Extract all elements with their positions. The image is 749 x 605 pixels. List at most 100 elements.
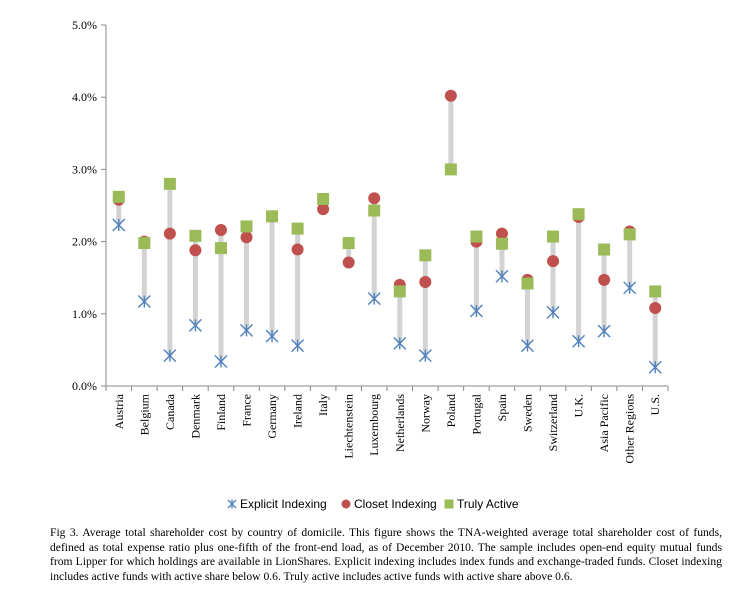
range-line (422, 255, 428, 356)
data-markers (112, 89, 662, 374)
range-line (499, 233, 505, 277)
closet-indexing-point (495, 227, 508, 240)
closet-indexing-point (214, 224, 227, 237)
explicit-indexing-point (418, 349, 432, 363)
category-label: Liechtenstein (342, 394, 356, 459)
explicit-indexing-point (367, 292, 381, 306)
range-line (448, 95, 454, 170)
legend-item: Truly Active (444, 497, 519, 511)
category-label: U.K. (572, 394, 586, 417)
truly-active-point (163, 177, 176, 190)
range-line (371, 198, 377, 299)
closet-indexing-point (291, 243, 304, 256)
truly-active-point (521, 277, 534, 290)
category-label: Other Regions (623, 394, 637, 464)
truly-active-point (419, 249, 432, 262)
explicit-indexing-point (188, 318, 202, 332)
category-label: Denmark (188, 394, 202, 439)
truly-active-point (649, 285, 662, 298)
category-label: Austria (112, 393, 126, 429)
closet-indexing-point (368, 192, 381, 205)
legend-label: Explicit Indexing (240, 497, 327, 511)
category-label: Belgium (137, 393, 151, 435)
explicit-indexing-point (648, 360, 662, 374)
cost-chart: 0.0% 1.0% 2.0% 3.0% 4.0% 5.0% Austria Belgium C… (72, 18, 669, 511)
truly-active-point (266, 210, 279, 223)
range-line (346, 243, 352, 263)
axes: 0.0% 1.0% 2.0% 3.0% 4.0% 5.0% (72, 18, 669, 393)
legend: Explicit Indexing Closet Indexing Truly Ac… (227, 497, 519, 511)
range-line (116, 196, 122, 225)
truly-active-point (368, 204, 381, 217)
range-line (601, 249, 607, 332)
closet-indexing-point (419, 276, 432, 289)
truly-active-point (470, 230, 483, 243)
truly-active-point (342, 237, 355, 250)
legend-marker (444, 499, 454, 509)
explicit-indexing-point (469, 304, 483, 318)
legend-item: Explicit Indexing (227, 497, 327, 511)
category-label: France (240, 394, 254, 427)
explicit-indexing-point (572, 334, 586, 348)
explicit-indexing-point (521, 339, 534, 353)
closet-indexing-point (444, 89, 457, 102)
explicit-indexing-point (137, 295, 151, 309)
explicit-indexing-point (597, 324, 611, 338)
legend-marker (341, 499, 351, 509)
truly-active-point (598, 243, 611, 256)
explicit-indexing-point (393, 336, 407, 350)
category-label: Sweden (521, 394, 535, 432)
category-label: Portugal (469, 393, 483, 434)
truly-active-point (444, 163, 457, 176)
range-line (295, 228, 301, 346)
y-tick-label: 3.0% (72, 162, 97, 176)
closet-indexing-point (649, 302, 662, 315)
category-label: U.S. (648, 394, 662, 415)
range-line (550, 236, 556, 313)
category-label: Germany (265, 394, 279, 439)
y-tick-label: 5.0% (72, 18, 97, 32)
closet-indexing-point (189, 244, 202, 257)
closet-indexing-point (163, 227, 176, 240)
range-line (473, 236, 479, 311)
category-label: Asia Pacific (597, 394, 611, 452)
truly-active-point (572, 208, 585, 221)
explicit-indexing-point (623, 281, 637, 295)
explicit-indexing-point (546, 305, 560, 319)
category-label: Canada (163, 393, 177, 430)
category-label: Italy (316, 394, 330, 416)
range-line (525, 279, 530, 346)
figure-caption: Fig 3. Average total shareholder cost by… (50, 526, 722, 583)
y-tick-label: 1.0% (72, 307, 97, 321)
range-line (218, 230, 224, 362)
range-lines (116, 95, 658, 368)
range-line (192, 235, 198, 326)
legend-label: Truly Active (457, 497, 519, 511)
truly-active-point (547, 230, 560, 243)
category-label: Ireland (291, 394, 305, 428)
range-line (141, 241, 147, 302)
truly-active-point (317, 193, 330, 206)
explicit-indexing-point (214, 354, 228, 368)
closet-indexing-point (240, 231, 253, 244)
range-line (576, 214, 582, 342)
truly-active-point (291, 222, 304, 235)
truly-active-point (112, 190, 125, 203)
truly-active-point (214, 242, 227, 255)
legend-marker (227, 499, 237, 509)
category-labels: Austria Belgium Canada Denmark Finland France… (112, 393, 662, 463)
closet-indexing-point (598, 273, 611, 286)
range-line (244, 226, 249, 331)
truly-active-point (623, 228, 636, 241)
range-line (397, 284, 403, 344)
y-tick-label: 2.0% (72, 235, 97, 249)
truly-active-point (495, 237, 508, 250)
legend-label: Closet Indexing (354, 497, 437, 511)
closet-indexing-point (342, 256, 355, 269)
category-label: Poland (444, 394, 458, 427)
y-tick-label: 0.0% (72, 379, 97, 393)
explicit-indexing-point (240, 323, 253, 337)
explicit-indexing-point (163, 349, 177, 363)
category-label: Norway (418, 394, 432, 433)
category-label: Switzerland (546, 394, 560, 451)
